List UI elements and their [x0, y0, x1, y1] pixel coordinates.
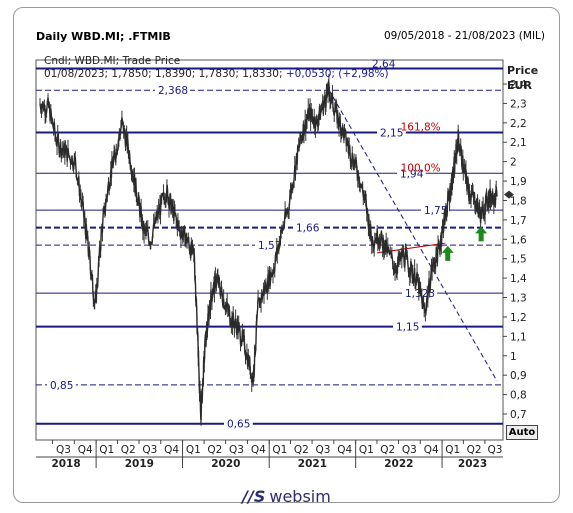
x-quarter-label: Q4 — [164, 444, 179, 456]
y-tick-label: 1,9 — [510, 176, 527, 188]
footer-brand: //S websim — [0, 487, 573, 506]
level-label: 2,64 — [372, 58, 396, 70]
brand-name: websim — [269, 487, 331, 506]
x-quarter-label: Q3 — [315, 444, 330, 456]
y-tick-label: 1,7 — [510, 215, 527, 227]
fib-label: 100,0% — [401, 162, 441, 174]
x-year-label: 2019 — [125, 458, 154, 470]
level-label: 1,15 — [396, 322, 419, 334]
x-quarter-label: Q1 — [99, 444, 114, 456]
websim-logo-icon: //S — [242, 487, 266, 506]
y-tick-label: 1,6 — [510, 234, 527, 246]
x-quarter-label: Q4 — [251, 444, 266, 456]
y-tick-label: 2,1 — [510, 137, 527, 149]
x-quarter-label: Q3 — [488, 444, 503, 456]
level-label-bg — [393, 320, 422, 332]
level-label-bg — [421, 204, 450, 216]
level-label: 2,15 — [380, 128, 403, 140]
y-tick-label: 1,1 — [510, 331, 527, 343]
price-change: +0,0530; (+2,98%) — [285, 68, 389, 80]
ohlc-values: 01/08/2023; 1,7850; 1,8390; 1,7830; 1,83… — [44, 68, 283, 80]
y-tick-label: 1 — [510, 351, 517, 363]
y-tick-label: 2,2 — [510, 118, 527, 130]
level-label-bg — [397, 167, 426, 179]
x-quarter-label: Q3 — [229, 444, 244, 456]
x-quarter-label: Q3 — [402, 444, 417, 456]
level-label: 1,94 — [400, 168, 424, 180]
trendline — [328, 89, 498, 382]
y-tick-label: 0,7 — [510, 409, 527, 421]
x-quarter-label: Q3 — [142, 444, 157, 456]
x-quarter-label: Q4 — [337, 444, 352, 456]
level-label-bg — [224, 417, 253, 429]
currency-axis-label: EUR — [507, 79, 532, 92]
date-range: 09/05/2018 - 21/08/2023 (MIL) — [383, 30, 545, 42]
x-quarter-label: Q1 — [272, 444, 287, 456]
x-year-label: 2020 — [211, 458, 240, 470]
level-label: 0,85 — [50, 380, 73, 392]
x-quarter-label: Q2 — [294, 444, 309, 456]
series-info-line1: Cndl; WBD.MI; Trade Price — [44, 55, 181, 67]
level-label: 1,66 — [296, 223, 320, 235]
x-year-label: 2023 — [458, 458, 487, 470]
chart-frame — [13, 7, 560, 503]
y-tick-label: 2,4 — [510, 79, 527, 91]
series-info-line2: 01/08/2023; 1,7850; 1,8390; 1,7830; 1,83… — [44, 68, 389, 80]
y-tick-label: 2 — [510, 157, 517, 169]
up-arrow-icon — [441, 245, 454, 261]
level-label-bg — [155, 84, 190, 96]
x-quarter-label: Q1 — [445, 444, 460, 456]
level-label: 1,75 — [424, 205, 447, 217]
level-label-bg — [255, 239, 284, 251]
level-label-bg — [293, 221, 322, 233]
x-quarter-label: Q2 — [121, 444, 136, 456]
fib-label: 161,8% — [401, 122, 441, 134]
level-label-bg — [47, 378, 76, 390]
x-quarter-label: Q1 — [186, 444, 201, 456]
x-quarter-label: Q4 — [424, 444, 439, 456]
y-tick-label: 0,9 — [510, 370, 527, 382]
price-axis-label: Price — [507, 64, 539, 77]
chart-title: Daily WBD.MI; .FTMIB — [36, 30, 171, 43]
x-quarter-label: Q2 — [380, 444, 395, 456]
price-series — [39, 80, 498, 421]
y-tick-label: 1,8 — [510, 195, 527, 207]
x-year-label: 2021 — [298, 458, 327, 470]
y-tick-label: 0,8 — [510, 390, 527, 402]
y-tick-label: 1,4 — [510, 273, 527, 285]
level-label-bg — [377, 126, 406, 138]
x-quarter-label: Q2 — [207, 444, 222, 456]
y-tick-label: 1,2 — [510, 312, 527, 324]
level-label: 0,65 — [227, 419, 250, 431]
x-quarter-label: Q4 — [78, 444, 93, 456]
x-quarter-label: Q2 — [467, 444, 482, 456]
x-year-label: 2022 — [384, 458, 413, 470]
x-quarter-label: Q1 — [359, 444, 374, 456]
x-quarter-label: Q3 — [56, 444, 71, 456]
y-tick-label: 2,3 — [510, 98, 527, 110]
y-tick-label: 1,3 — [510, 293, 527, 305]
level-label: 1,57 — [258, 240, 281, 252]
last-price-marker — [504, 190, 514, 199]
up-arrow-icon — [475, 226, 488, 242]
auto-scale-button[interactable]: Auto — [506, 425, 538, 440]
y-tick-label: 1,5 — [510, 254, 527, 266]
x-year-label: 2018 — [51, 458, 80, 470]
level-label: 2,368 — [158, 85, 188, 97]
